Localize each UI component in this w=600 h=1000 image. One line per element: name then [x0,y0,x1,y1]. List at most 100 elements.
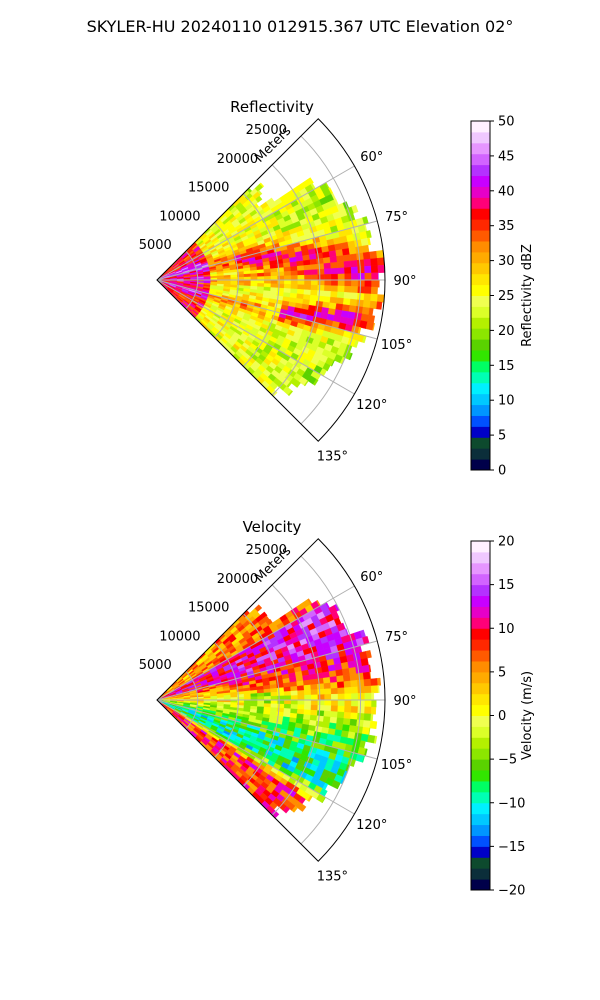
reflectivity-cell [307,177,314,185]
reflectivity-data-cells [156,177,386,397]
reflectivity-cell [343,292,352,300]
velocity-cell [317,694,325,701]
reflectivity-colorbar-swatch [471,142,490,155]
velocity-cell [297,704,305,710]
velocity-cell [348,666,357,675]
velocity-cell [361,726,370,736]
reflectivity-cell [344,267,352,275]
velocity-cell [343,680,352,688]
velocity-cell [337,687,345,695]
velocity-cell [310,694,319,701]
reflectivity-cell [304,284,312,291]
reflectivity-cell [270,271,278,277]
reflectivity-colorbar-swatch [471,393,490,406]
velocity-cell [324,688,332,695]
velocity-colorbar-swatch [471,791,490,804]
velocity-cell [300,805,307,812]
reflectivity-azimuth-gridline [156,279,355,395]
reflectivity-panel: 60° 75° 90° 105° 120° 135° 5000 10000 15000 20000… [139,98,535,479]
reflectivity-cell [290,270,298,276]
velocity-cell [283,691,292,697]
velocity-cell [270,687,278,693]
velocity-colorbar-swatch [471,584,490,597]
velocity-range-tick-label: 25000 [246,543,287,558]
velocity-cell [303,679,311,686]
velocity-azimuth-tick-label: 60° [360,570,383,585]
velocity-cell [365,650,372,659]
velocity-cell [364,685,372,694]
velocity-cell [297,699,305,706]
reflectivity-cell [370,265,379,274]
velocity-cell [364,692,372,701]
reflectivity-cell [310,269,319,276]
reflectivity-colorbar-swatch [471,262,490,275]
velocity-colorbar-swatch [471,868,490,880]
velocity-cell [337,705,345,713]
reflectivity-cell [331,279,339,287]
reflectivity-colorbar-swatch [471,153,490,166]
reflectivity-range-tick-label: 10000 [159,209,200,224]
velocity-cell [263,692,272,697]
reflectivity-colorbar-swatch [471,382,490,395]
velocity-cell [304,704,312,711]
reflectivity-cell [356,252,365,261]
velocity-colorbar-swatch [471,846,490,858]
reflectivity-cell [371,272,379,281]
reflectivity-colorbar-swatch [471,404,490,416]
reflectivity-cell [370,286,378,295]
velocity-colorbar: −20 −15 −10 −5 0 5 10 15 20 Velocity (m/s) [470,535,535,899]
reflectivity-cell [310,264,318,271]
velocity-cell [362,720,371,729]
reflectivity-azimuth-gridline [156,165,355,281]
reflectivity-cell [348,246,357,255]
reflectivity-cell [363,258,372,267]
velocity-cell [350,712,358,720]
reflectivity-cell [365,230,372,239]
reflectivity-colorbar-tick-label: 0 [498,464,506,479]
reflectivity-colorbar-tick-label: 5 [498,429,506,444]
reflectivity-cell [329,296,338,304]
reflectivity-cell [351,273,359,281]
velocity-cell [377,677,382,686]
velocity-colorbar-tick-label: 5 [498,665,506,680]
reflectivity-cell [322,251,331,259]
reflectivity-cell [283,283,292,289]
reflectivity-cell [296,288,305,295]
velocity-cell [257,692,265,697]
reflectivity-colorbar-swatch [471,273,490,286]
reflectivity-cell [364,286,372,295]
reflectivity-colorbar-swatch [471,459,490,471]
velocity-cell [364,699,372,708]
velocity-cell [290,699,299,705]
velocity-cell [296,708,305,715]
reflectivity-colorbar-tick-label: 40 [498,184,515,199]
reflectivity-azimuth-tick-label: 75° [385,210,408,225]
velocity-cell [310,699,319,706]
reflectivity-cell [270,267,278,273]
reflectivity-cell [362,251,371,260]
reflectivity-cell [290,288,298,295]
reflectivity-colorbar-swatch [471,371,490,384]
velocity-cell [370,713,374,722]
velocity-cell [264,696,272,701]
velocity-cell [270,703,278,709]
reflectivity-cell [290,279,299,285]
reflectivity-cell [283,271,292,277]
reflectivity-cell [361,306,370,316]
velocity-cell [357,699,366,708]
reflectivity-cell [357,272,366,281]
velocity-cell [344,699,352,707]
reflectivity-cell [257,276,265,281]
velocity-colorbar-swatch [471,541,490,553]
velocity-title: Velocity [243,518,302,536]
reflectivity-cell [330,291,338,298]
reflectivity-cell [310,284,319,291]
reflectivity-colorbar-tick-label: 35 [498,219,515,234]
reflectivity-cell [263,283,272,288]
reflectivity-cell [348,352,353,361]
velocity-cell [307,795,313,802]
velocity-cell [297,690,305,696]
reflectivity-colorbar-swatch [471,426,490,438]
reflectivity-cell [304,274,312,281]
reflectivity-sector-frame [156,118,386,442]
